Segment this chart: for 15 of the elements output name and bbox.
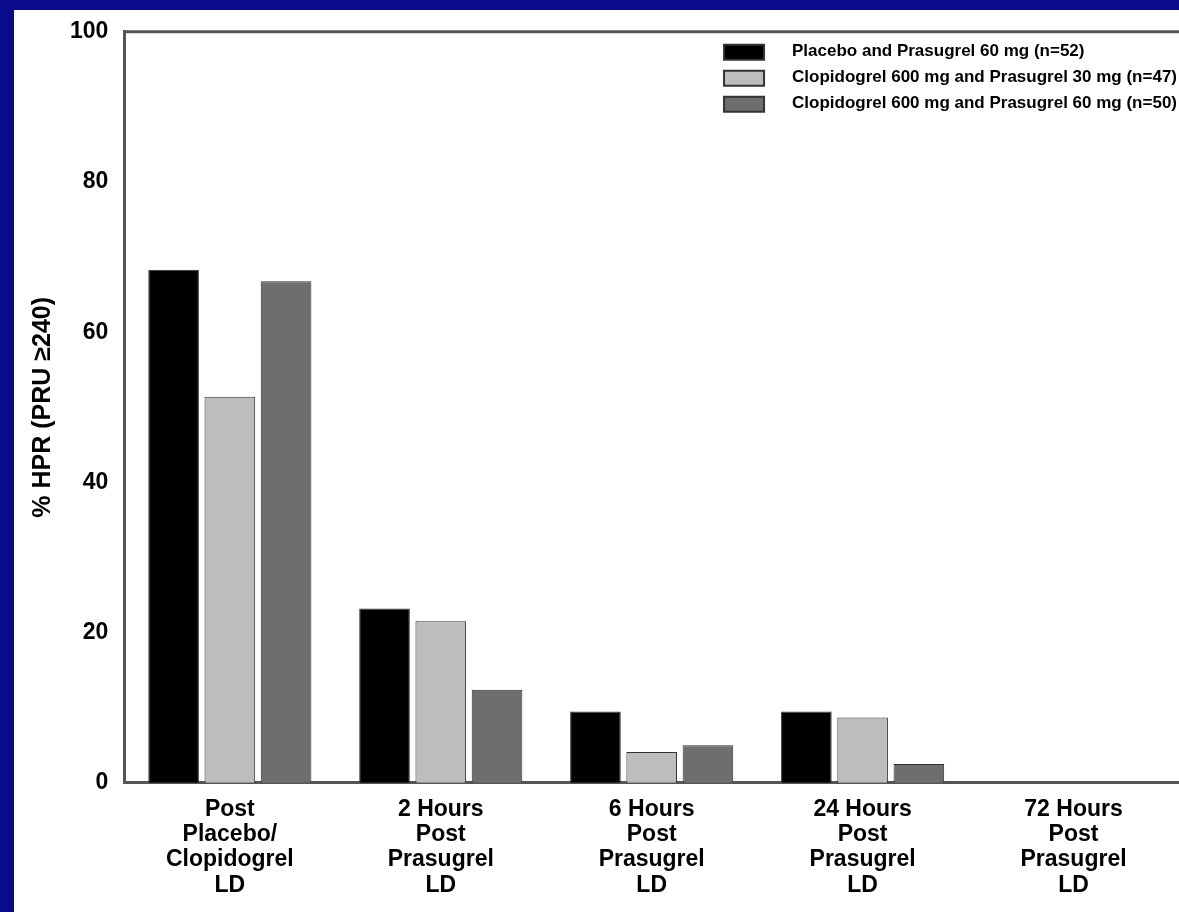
x-tick-label: 24 Hours Post Prasugrel LD bbox=[809, 794, 916, 897]
legend-label: Placebo and Prasugrel 60 mg (n=52) bbox=[792, 41, 1085, 61]
y-tick-label: 100 bbox=[70, 17, 109, 44]
y-axis-title: % HPR (PRU ≥240) bbox=[26, 296, 55, 518]
y-tick-label: 60 bbox=[82, 317, 109, 344]
y-tick-label: 0 bbox=[95, 768, 109, 795]
y-tick-label: 20 bbox=[82, 617, 109, 644]
y-tick-label: 80 bbox=[82, 167, 109, 194]
y-tick-label: 40 bbox=[82, 467, 109, 494]
x-tick-label: 2 Hours Post Prasugrel LD bbox=[387, 794, 494, 897]
legend-label: Clopidogrel 600 mg and Prasugrel 30 mg (n=47) bbox=[792, 67, 1177, 87]
legend-label: Clopidogrel 600 mg and Prasugrel 60 mg (n=50) bbox=[792, 93, 1177, 113]
x-tick-label: 72 Hours Post Prasugrel LD bbox=[1020, 794, 1127, 897]
x-tick-label: Post Placebo/ Clopidogrel LD bbox=[165, 794, 294, 897]
x-tick-label: 6 Hours Post Prasugrel LD bbox=[598, 794, 705, 897]
